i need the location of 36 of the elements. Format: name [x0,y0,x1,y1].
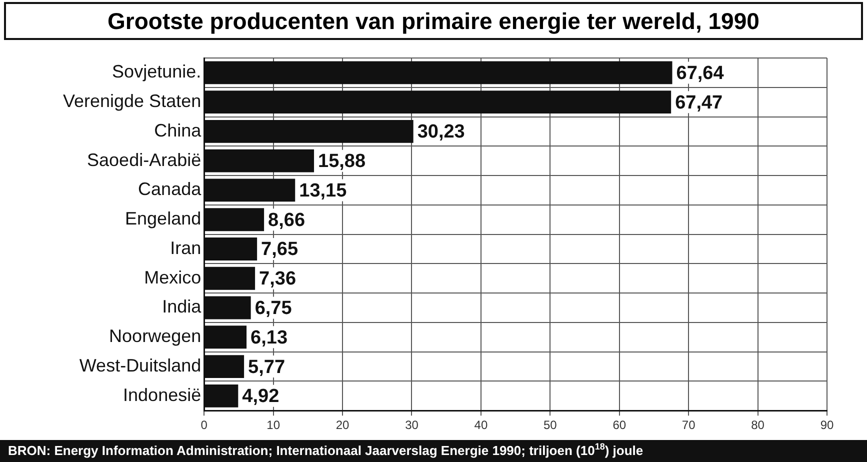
x-tick-label: 40 [474,418,488,432]
y-tick-label: Indonesië [123,384,202,405]
x-tick-label: 80 [751,418,765,432]
data-label: 5,77 [248,356,286,378]
y-tick-label: Sovjetunie. [112,62,202,82]
data-label: 6,75 [254,298,292,319]
x-tick-label: 90 [820,418,834,432]
y-tick-label: Verenigde Staten [62,91,202,112]
x-tick-label: 60 [612,418,626,432]
x-tick-label: 50 [543,418,558,432]
y-tick-label: Noorwegen [109,326,202,346]
y-tick-label: Saoedi-Arabië [87,150,202,170]
y-tick-label: India [162,296,202,317]
x-tick-label: 0 [200,418,208,432]
y-tick-label: West-Duitsland [79,355,202,376]
chart-title: Grootste producenten van primaire energie ter wereld, 1990 [4,2,863,40]
data-label: 7,65 [261,239,298,260]
text: BRON: Energy Information Administration; Internationaal Jaarverslag Energie 1990; triljoen (10$^{18}$) joule [0,440,867,462]
x-tick-label: 30 [405,418,419,432]
y-tick-label: Mexico [144,267,202,288]
data-label: 67,64 [676,62,724,84]
data-label: 7,36 [259,268,296,290]
data-label: 30,23 [417,122,465,143]
y-tick-label: Iran [170,238,202,258]
data-label: 67,47 [675,92,723,114]
data-label: 15,88 [318,151,366,172]
x-tick-label: 70 [682,418,696,432]
x-tick-label: 20 [336,418,350,432]
y-tick-label: China [154,120,202,140]
data-label: 13,15 [299,180,348,202]
y-tick-label: Engeland [125,208,202,229]
data-label: 8,66 [268,210,306,231]
data-label: 4,92 [242,386,280,408]
data-label: 6,13 [250,327,288,348]
y-tick-label: Canada [138,179,202,200]
x-tick-label: 10 [266,418,280,432]
